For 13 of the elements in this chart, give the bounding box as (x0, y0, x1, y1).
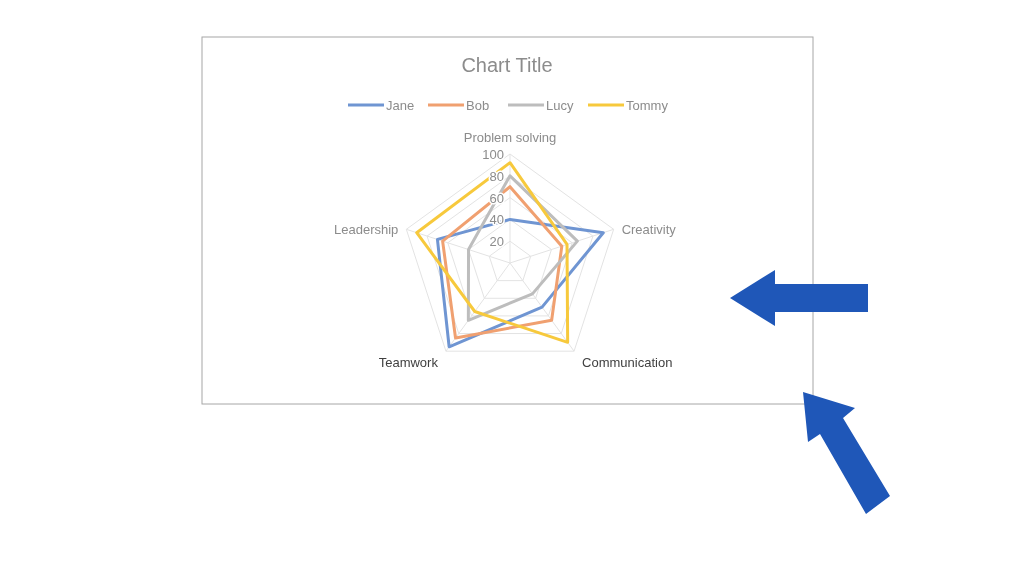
spoke-label: Creativity (621, 222, 677, 238)
spoke-label: Leadership (334, 222, 399, 238)
chart-title: Chart Title (461, 54, 553, 76)
y-tick-label: 100 (482, 147, 504, 162)
y-tick-label: 80 (489, 168, 504, 184)
spoke-label: Problem solving (463, 130, 557, 145)
spoke-label: Teamwork (378, 355, 439, 371)
spoke-label: Communication (582, 355, 673, 371)
legend-label: Lucy (546, 98, 574, 113)
legend-label: Jane (386, 98, 415, 113)
legend-label: Bob (466, 98, 490, 113)
y-tick-label: 20 (489, 234, 504, 250)
legend-label: Tommy (626, 98, 669, 113)
